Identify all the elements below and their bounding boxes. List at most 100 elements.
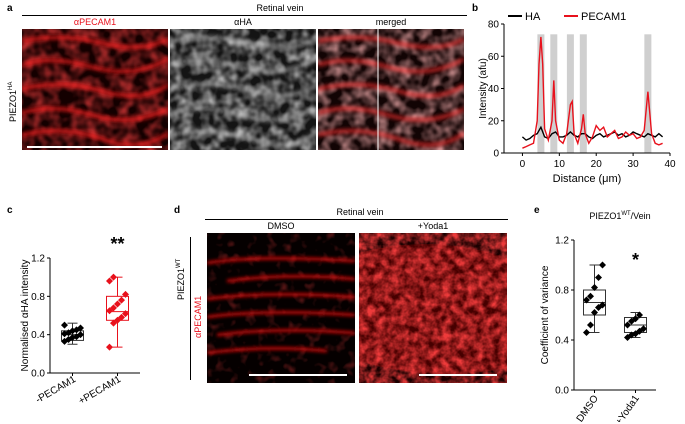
highlight-band-0 bbox=[537, 34, 545, 153]
significance-marker: * bbox=[632, 250, 639, 270]
panel-e-title-sup: WT bbox=[621, 211, 631, 217]
data-point-1-4 bbox=[640, 325, 647, 333]
data-point-1-10 bbox=[106, 277, 113, 285]
x-tick-label-0: 0 bbox=[520, 159, 526, 170]
y-tick-label-3: 60 bbox=[488, 52, 500, 63]
x-tick-label-1: +Yoda1 bbox=[614, 393, 643, 422]
highlight-band-3 bbox=[579, 34, 587, 153]
column-label-dmso: DMSO bbox=[267, 221, 295, 231]
panel-a-letter: a bbox=[7, 3, 13, 14]
subpanel-label-pecam1: αPECAM1 bbox=[73, 17, 117, 27]
data-point-0-4 bbox=[599, 301, 606, 309]
y-tick-label-2: 40 bbox=[488, 84, 500, 95]
data-point-0-10 bbox=[61, 321, 68, 329]
y-tick-label-3: 1.2 bbox=[555, 236, 569, 247]
micrograph-ha-drawing bbox=[170, 29, 316, 150]
y-axis-label: Intensity (afu) bbox=[478, 58, 489, 119]
data-point-0-6 bbox=[587, 292, 594, 300]
x-tick-label-4: 40 bbox=[664, 159, 676, 170]
panel-d-side-label-text: PIEZO1 bbox=[176, 267, 186, 300]
data-point-0-2 bbox=[591, 309, 598, 316]
micrograph-merged bbox=[318, 29, 464, 150]
panel-d-header: Retinal vein bbox=[336, 207, 384, 217]
data-point-1-6 bbox=[110, 304, 117, 312]
x-tick-label-2: 20 bbox=[591, 159, 603, 170]
series-line-ha bbox=[521, 125, 664, 141]
panel-e-letter: e bbox=[534, 205, 540, 216]
data-point-0-5 bbox=[583, 296, 590, 304]
panel-d-side-label-sup: WT bbox=[176, 258, 182, 268]
panel-e-title-suffix: /Vein bbox=[630, 211, 651, 221]
y-tick-label-2: 0.8 bbox=[555, 286, 569, 297]
data-point-1-0 bbox=[106, 343, 113, 351]
micrograph-dmso-drawing bbox=[207, 233, 355, 383]
y-tick-label-0: 0.0 bbox=[31, 369, 45, 380]
y-tick-label-0: 0.0 bbox=[555, 386, 569, 397]
legend-label-ha: HA bbox=[525, 11, 541, 23]
data-point-1-8 bbox=[118, 296, 125, 304]
micrograph-dmso bbox=[207, 233, 355, 383]
panel-c-letter: c bbox=[7, 205, 13, 216]
y-tick-label-4: 80 bbox=[488, 20, 500, 31]
panel-a-side-label-sup: HA bbox=[8, 81, 14, 90]
x-tick-label-1: +PECAM1 bbox=[77, 374, 124, 407]
y-axis-label: Normalised αHA intensity bbox=[20, 260, 31, 372]
data-point-1-7 bbox=[632, 315, 639, 323]
panel-a-header: Retinal vein bbox=[256, 3, 304, 13]
line-profile-chart: 0 20 40 60 80 0 10 20 30 40 Distance (μm) Intensity… bbox=[478, 11, 676, 185]
micrograph-merged-drawing bbox=[318, 29, 464, 150]
y-tick-label-3: 1.2 bbox=[31, 254, 45, 265]
panel-d-side-label: PIEZO1WT bbox=[176, 259, 186, 300]
panel-a-header-rule bbox=[22, 15, 467, 16]
data-point-1-1 bbox=[110, 319, 117, 327]
data-point-0-0 bbox=[583, 329, 590, 336]
x-tick-label-0: DMSO bbox=[575, 393, 601, 422]
subpanel-label-ha: αHA bbox=[234, 17, 252, 27]
subpanel-label-merged: merged bbox=[375, 17, 407, 27]
data-point-1-8 bbox=[636, 311, 643, 319]
data-point-1-9 bbox=[122, 290, 129, 298]
data-point-0-9 bbox=[599, 261, 606, 269]
micrograph-pecam1-drawing bbox=[22, 29, 168, 150]
panel-b-letter: b bbox=[472, 3, 479, 14]
data-point-0-8 bbox=[595, 274, 602, 281]
y-axis-label: Coefficient of variance bbox=[540, 265, 551, 364]
y-tick-label-1: 0.4 bbox=[555, 336, 569, 347]
data-point-1-5 bbox=[624, 321, 631, 329]
series-line-pecam1 bbox=[522, 36, 663, 149]
data-point-0-7 bbox=[591, 284, 598, 291]
y-tick-label-1: 20 bbox=[488, 116, 500, 127]
micrograph-yoda1 bbox=[359, 233, 507, 383]
x-tick-label-3: 30 bbox=[628, 159, 640, 170]
panel-e-title-text: PIEZO1 bbox=[589, 211, 622, 221]
y-tick-label-1: 0.4 bbox=[31, 330, 45, 341]
y-tick-label-2: 0.8 bbox=[31, 292, 45, 303]
y-tick-label-0: 0 bbox=[493, 149, 499, 160]
column-label-yoda1: +Yoda1 bbox=[417, 221, 449, 231]
panel-d-side-rule bbox=[190, 237, 191, 380]
legend-label-pecam1: PECAM1 bbox=[581, 11, 626, 23]
significance-marker: ** bbox=[110, 234, 124, 254]
micrograph-yoda1-drawing bbox=[359, 233, 507, 383]
coefficient-variance-chart: 0.0 0.4 0.8 1.2 Coefficient of variance DMSO +… bbox=[540, 236, 656, 422]
panel-a-side-label-text: PIEZO1 bbox=[8, 89, 18, 122]
data-point-1-2 bbox=[114, 316, 121, 324]
panel-d-header-rule bbox=[205, 219, 508, 220]
panel-e-title: PIEZO1WT/Vein bbox=[565, 211, 675, 221]
data-point-0-1 bbox=[587, 321, 594, 329]
panel-d-letter: d bbox=[174, 205, 181, 216]
data-point-0-2 bbox=[69, 334, 76, 342]
data-point-1-3 bbox=[118, 313, 125, 321]
data-point-0-9 bbox=[77, 324, 84, 332]
data-point-1-11 bbox=[110, 273, 117, 281]
panel-d-stain-label: αPECAM1 bbox=[193, 295, 203, 338]
panel-a-side-label: PIEZO1HA bbox=[8, 62, 18, 122]
data-point-1-4 bbox=[122, 310, 129, 318]
micrograph-ha bbox=[170, 29, 316, 150]
highlight-band-2 bbox=[566, 34, 574, 153]
x-tick-label-1: 10 bbox=[554, 159, 566, 170]
x-axis-label: Distance (μm) bbox=[553, 173, 622, 185]
data-point-1-7 bbox=[114, 300, 121, 308]
micrograph-pecam1 bbox=[22, 29, 168, 150]
